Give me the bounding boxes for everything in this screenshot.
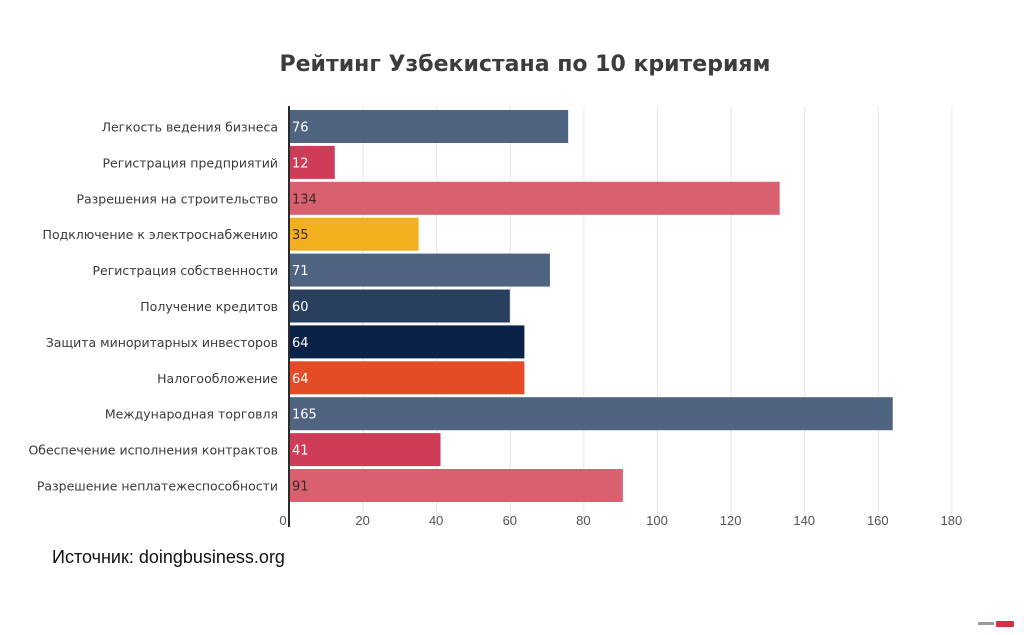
- category-label-7: Налогообложение: [157, 371, 278, 386]
- bar-6: [289, 325, 525, 359]
- bar-9: [289, 433, 441, 467]
- bar-2: [289, 181, 780, 215]
- bar-4: [289, 253, 550, 287]
- x-tick-label-180: 180: [941, 513, 963, 528]
- bar-8: [289, 397, 893, 431]
- bar-10: [289, 469, 623, 502]
- x-tick-label-0: 0: [279, 513, 286, 528]
- bar-value-label-3: 35: [292, 228, 309, 243]
- x-axis-ticks: 0 20 40 60 80 100 120 140 160 180: [279, 513, 962, 528]
- category-label-8: Международная торговля: [105, 407, 278, 422]
- category-label-5: Получение кредитов: [140, 299, 278, 314]
- bar-value-label-8: 165: [292, 408, 317, 423]
- chart-bars: 76 12 134 35 71 60 64 64 165 41 91: [289, 110, 893, 502]
- chart-title: Рейтинг Узбекистана по 10 критериям: [279, 52, 771, 77]
- bar-value-label-10: 91: [292, 480, 309, 495]
- x-tick-label-40: 40: [429, 513, 443, 528]
- category-label-1: Регистрация предприятий: [102, 155, 278, 170]
- bar-7: [289, 361, 525, 395]
- bar-value-label-1: 12: [292, 156, 309, 171]
- bar-value-label-2: 134: [292, 192, 317, 207]
- publisher-logo: [978, 621, 1014, 627]
- bar-0: [289, 110, 569, 143]
- bar-value-label-4: 71: [292, 264, 309, 279]
- x-tick-label-80: 80: [576, 513, 590, 528]
- bar-value-label-9: 41: [292, 444, 309, 459]
- category-label-0: Легкость ведения бизнеса: [102, 120, 278, 135]
- bar-3: [289, 217, 419, 251]
- category-label-10: Разрешение неплатежеспособности: [37, 479, 278, 494]
- bar-value-label-5: 60: [292, 300, 309, 315]
- x-tick-label-120: 120: [720, 513, 742, 528]
- category-label-9: Обеспечение исполнения контрактов: [28, 443, 278, 458]
- x-tick-label-60: 60: [503, 513, 517, 528]
- x-tick-label-100: 100: [646, 513, 668, 528]
- x-tick-label-140: 140: [793, 513, 815, 528]
- category-label-3: Подключение к электроснабжению: [43, 227, 278, 242]
- bar-5: [289, 289, 510, 323]
- category-label-6: Защита миноритарных инвесторов: [46, 335, 278, 350]
- bar-1: [289, 145, 335, 179]
- bar-value-label-6: 64: [292, 336, 309, 351]
- category-label-2: Разрешения на строительство: [76, 191, 278, 206]
- x-tick-label-160: 160: [867, 513, 889, 528]
- category-label-4: Регистрация собственности: [92, 263, 278, 278]
- source-note: Источник: doingbusiness.org: [52, 547, 285, 567]
- bar-value-label-7: 64: [292, 372, 309, 387]
- bar-value-label-0: 76: [292, 121, 309, 136]
- category-labels: Легкость ведения бизнеса Регистрация пред…: [28, 120, 278, 494]
- x-tick-label-20: 20: [355, 513, 369, 528]
